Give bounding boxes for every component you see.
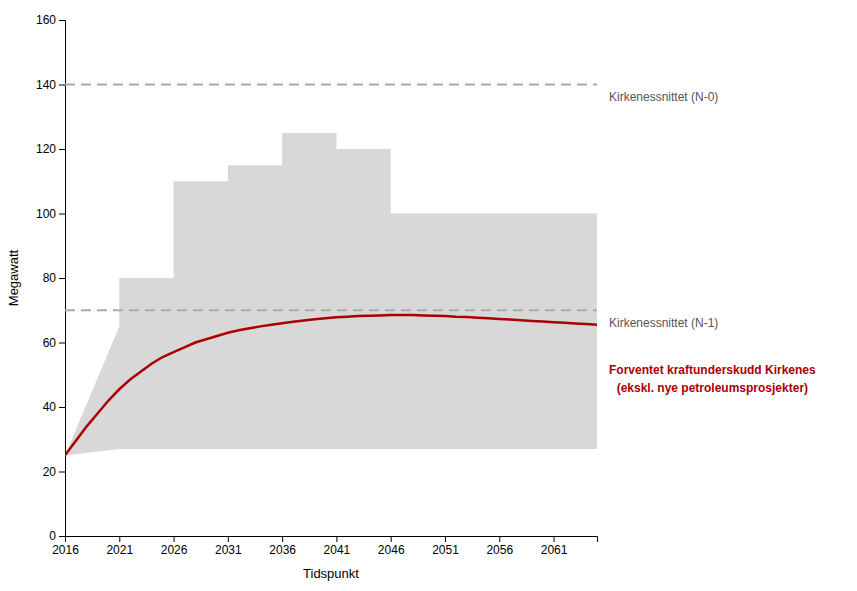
x-axis-tick-mark: [499, 536, 500, 542]
y-axis-tick-label: 20: [43, 465, 57, 479]
x-axis-tick-mark: [391, 536, 392, 542]
y-axis-tick-mark: [59, 85, 65, 86]
x-axis-tick-label: 2036: [269, 543, 296, 557]
y-axis-tick: 20: [43, 465, 65, 479]
y-axis-tick-mark: [59, 407, 65, 408]
labels: Kirkenessnittet (N-0) Kirkenessnittet (N-…: [609, 90, 816, 394]
y-axis-tick-mark: [59, 214, 65, 215]
x-axis-tick-label: 2041: [324, 543, 351, 557]
x-axis-tick-label: 2061: [541, 543, 568, 557]
x-axis-tick: 2016: [52, 536, 79, 557]
x-axis-tick-label: 2021: [106, 543, 133, 557]
series-label: Forventet kraftunderskudd Kirkenes: [609, 363, 816, 377]
x-axis-tick-mark: [174, 536, 175, 542]
deficit-line: [65, 315, 597, 455]
threshold-label: Kirkenessnittet (N-1): [609, 316, 718, 330]
x-axis: 2016 2021 2026 2031 2036 2041 2046 2051 2056 2061: [52, 536, 597, 557]
x-axis-tick-mark: [445, 536, 446, 542]
y-axis-tick-label: 0: [49, 529, 56, 543]
y-axis-tick-mark: [59, 343, 65, 344]
y-axis-tick-mark: [59, 149, 65, 150]
y-axis-tick: 100: [36, 207, 65, 221]
y-axis-tick-label: 80: [43, 271, 57, 285]
y-axis-tick-label: 60: [43, 336, 57, 350]
y-axis-tick-label: 100: [36, 207, 56, 221]
x-axis-tick-label: 2031: [215, 543, 242, 557]
y-axis-tick: 80: [43, 271, 65, 285]
threshold-label: Kirkenessnittet (N-0): [609, 90, 718, 104]
y-axis-tick: 60: [43, 336, 65, 350]
x-axis-tick-mark: [119, 536, 120, 542]
x-axis-tick-mark: [336, 536, 337, 542]
x-axis-tick: 2041: [324, 536, 351, 557]
y-axis-tick: 0: [49, 529, 65, 543]
y-axis-tick-mark: [59, 472, 65, 473]
y-axis-title: Megawatt: [6, 249, 21, 306]
x-axis-tick: 2021: [106, 536, 133, 557]
y-axis-tick-mark: [59, 20, 65, 21]
threshold-line: [65, 309, 597, 311]
x-axis-tick: 2036: [269, 536, 296, 557]
x-axis-tick: 2051: [432, 536, 459, 557]
x-axis-tick-mark: [228, 536, 229, 542]
x-axis-tick-mark: [554, 536, 555, 542]
x-axis-tick: 2026: [161, 536, 188, 557]
y-axis-tick: 140: [36, 78, 65, 92]
y-axis-tick: 120: [36, 142, 65, 156]
plot: 2016 2021 2026 2031 2036 2041 2046 2051 2056 2061…: [36, 13, 598, 556]
y-axis: 0 20 40 60 80 100 120 140 160: [36, 13, 66, 543]
x-axis-tick-mark: [282, 536, 283, 542]
series-label: (ekskl. nye petroleumsprosjekter): [617, 381, 808, 395]
x-axis-tick: 2061: [541, 536, 568, 557]
x-axis-title: Tidspunkt: [303, 566, 359, 581]
x-axis-tick-label: 2016: [52, 543, 79, 557]
y-axis-tick: 40: [43, 400, 65, 414]
y-axis-tick-label: 120: [36, 142, 56, 156]
y-axis-tick-label: 140: [36, 78, 56, 92]
marks: [65, 85, 597, 456]
y-axis-tick: 160: [36, 13, 65, 27]
y-axis-tick-label: 160: [36, 13, 56, 27]
chart: 2016 2021 2026 2031 2036 2041 2046 2051 2056 2061…: [0, 0, 857, 591]
x-axis-tick: 2031: [215, 536, 242, 557]
x-axis-tick: 2046: [378, 536, 405, 557]
y-axis-tick-label: 40: [43, 400, 57, 414]
y-axis-tick-mark: [59, 536, 65, 537]
y-axis-tick-mark: [59, 278, 65, 279]
x-axis-tick: 2056: [486, 536, 513, 557]
y-axis-line: [59, 21, 66, 537]
x-axis-line: [66, 537, 598, 543]
x-axis-tick-label: 2046: [378, 543, 405, 557]
x-axis-tick-label: 2056: [486, 543, 513, 557]
threshold-line: [65, 84, 597, 86]
x-axis-tick-label: 2051: [432, 543, 459, 557]
x-axis-tick-label: 2026: [161, 543, 188, 557]
band: [65, 133, 597, 456]
